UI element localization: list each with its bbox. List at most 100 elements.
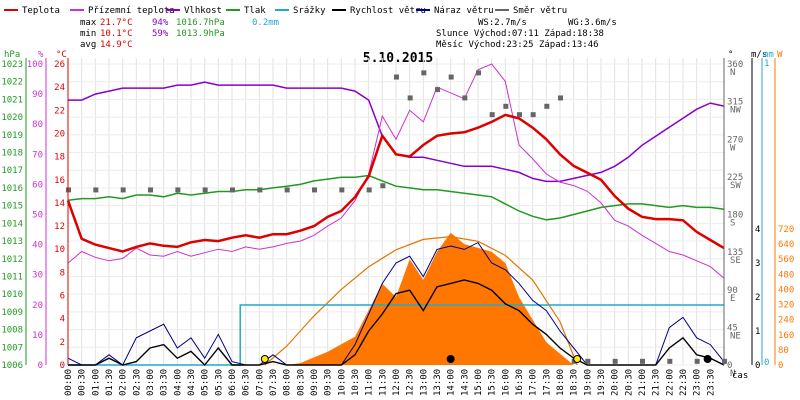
axis-hpa-tick: 1021 bbox=[1, 95, 23, 105]
axis-c-tick: 4 bbox=[60, 315, 65, 325]
axis-hpa-tick: 1014 bbox=[1, 219, 23, 229]
legend-label-feels: Přízemní teplota bbox=[88, 6, 175, 16]
series-direction-point bbox=[120, 187, 126, 193]
axis-pct-tick: 80 bbox=[32, 120, 43, 130]
axis-hpa-tick: 1009 bbox=[1, 308, 23, 318]
stats-avg-temp: 14.9°C bbox=[100, 40, 133, 50]
x-tick: 10:00 bbox=[337, 369, 347, 396]
axes: hPa1006100710081009101010111012101310141… bbox=[1, 50, 794, 379]
x-tick: 08:30 bbox=[296, 369, 306, 396]
stats-max-hum: 94% bbox=[152, 18, 169, 28]
x-tick: 13:30 bbox=[433, 369, 443, 396]
series-solar bbox=[68, 232, 724, 365]
legend-label-pressure: Tlak bbox=[244, 6, 266, 16]
x-tick: 02:00 bbox=[119, 369, 129, 396]
x-tick: 14:30 bbox=[460, 369, 470, 396]
axis-hpa-tick: 1015 bbox=[1, 202, 23, 212]
x-tick: 00:00 bbox=[64, 369, 74, 396]
series-rychlost-větru bbox=[68, 279, 725, 367]
x-tick: 06:00 bbox=[228, 369, 238, 396]
x-tick: 17:00 bbox=[529, 369, 539, 396]
legend: Teplota Přízemní teplota Vlhkost Tlak Srážky… bbox=[4, 6, 567, 16]
axis-deg-dir: S bbox=[730, 219, 735, 229]
axis-deg-dir: NE bbox=[730, 331, 741, 341]
x-tick: 13:00 bbox=[419, 369, 429, 396]
axis-pct-tick: 30 bbox=[32, 271, 43, 281]
axis-c-tick: 2 bbox=[60, 338, 65, 348]
x-tick: 22:00 bbox=[665, 369, 675, 396]
marker-moon-icon bbox=[446, 355, 455, 363]
series-direction-point bbox=[407, 95, 413, 101]
series-srážky bbox=[68, 304, 724, 366]
x-tick: 09:30 bbox=[324, 369, 334, 396]
x-tick: 11:30 bbox=[378, 369, 388, 396]
axis-hpa-tick: 1007 bbox=[1, 343, 23, 353]
axis-c-tick: 16 bbox=[54, 176, 65, 186]
axis-deg-tick: 135 bbox=[727, 248, 743, 258]
series-direction-point bbox=[175, 187, 181, 193]
axis-deg-dir: E bbox=[730, 294, 735, 304]
series-direction-point bbox=[489, 112, 495, 118]
axis-pct-tick: 50 bbox=[32, 211, 43, 221]
axis-c-tick: 6 bbox=[60, 292, 65, 302]
axis-c-tick: 20 bbox=[54, 129, 65, 139]
series-direction-point bbox=[380, 183, 386, 189]
x-tick: 12:30 bbox=[406, 369, 416, 396]
axis-w-tick: 0 bbox=[778, 361, 783, 371]
axis-c-tick: 24 bbox=[54, 83, 65, 93]
x-tick: 19:30 bbox=[597, 369, 607, 396]
axis-deg-dir: N bbox=[730, 369, 735, 379]
axis-c-tick: 10 bbox=[54, 245, 65, 255]
axis-pct-tick: 70 bbox=[32, 150, 43, 160]
axis-deg-dir: SE bbox=[730, 256, 741, 266]
axis-deg-dir: NW bbox=[730, 106, 741, 116]
series-direction-point bbox=[667, 358, 673, 364]
stats-min-hum: 59% bbox=[152, 29, 169, 39]
x-tick: 11:00 bbox=[365, 369, 375, 396]
axis-deg-dir: N bbox=[730, 68, 735, 78]
series-tlak bbox=[67, 174, 725, 221]
axis-deg-tick: 90 bbox=[727, 286, 738, 296]
axis-w-tick: 320 bbox=[778, 301, 794, 311]
series-direction-point bbox=[517, 112, 522, 118]
x-tick: 02:30 bbox=[132, 369, 142, 396]
axis-hpa-tick: 1011 bbox=[1, 272, 23, 282]
info-wg: WG:3.6m/s bbox=[568, 18, 617, 28]
x-tick: 18:00 bbox=[556, 369, 566, 396]
x-tick: 20:30 bbox=[624, 369, 634, 396]
axis-hpa-tick: 1008 bbox=[1, 326, 23, 336]
legend-label-temp: Teplota bbox=[22, 6, 60, 16]
series-direction-point bbox=[312, 187, 317, 193]
x-tick: 20:00 bbox=[611, 369, 621, 396]
series-direction-point bbox=[612, 358, 618, 364]
axis-c-tick: 14 bbox=[54, 199, 65, 209]
axis-pct-tick: 20 bbox=[32, 301, 43, 311]
series-direction-point bbox=[640, 358, 645, 364]
axis-c-tick: 12 bbox=[54, 222, 65, 232]
series-teplota bbox=[66, 113, 725, 253]
x-tick: 17:30 bbox=[542, 369, 552, 396]
axis-deg-tick: 315 bbox=[727, 98, 743, 108]
series-direction-point bbox=[339, 187, 345, 193]
solar-area bbox=[68, 232, 724, 365]
series-direction-point bbox=[394, 74, 399, 80]
axis-mm-tick: 0 bbox=[764, 358, 769, 368]
x-tick: 01:00 bbox=[91, 369, 101, 396]
series-direction-point bbox=[544, 103, 550, 109]
markers bbox=[260, 355, 712, 363]
x-tick-labels: 00:00 00:30 01:00 01:30 02:00 02:30 03:00 03:30… bbox=[64, 369, 716, 396]
axis-ms-tick: 0 bbox=[755, 361, 760, 371]
axis-hpa-unit: hPa bbox=[4, 50, 20, 60]
legend-label-gust: Náraz větru bbox=[434, 6, 494, 16]
legend-label-wind_speed: Rychlost větru bbox=[350, 6, 426, 16]
stats-max-label: max bbox=[80, 18, 97, 28]
axis-hpa-tick: 1006 bbox=[1, 361, 23, 371]
stats-min-press: 1013.9hPa bbox=[176, 29, 225, 39]
series-direction-point bbox=[435, 87, 440, 93]
x-tick: 05:00 bbox=[201, 369, 211, 396]
x-tick: 01:30 bbox=[105, 369, 115, 396]
series-direction-point bbox=[202, 187, 208, 193]
stats-avg-label: avg bbox=[80, 40, 96, 50]
axis-hpa-tick: 1019 bbox=[1, 131, 23, 141]
